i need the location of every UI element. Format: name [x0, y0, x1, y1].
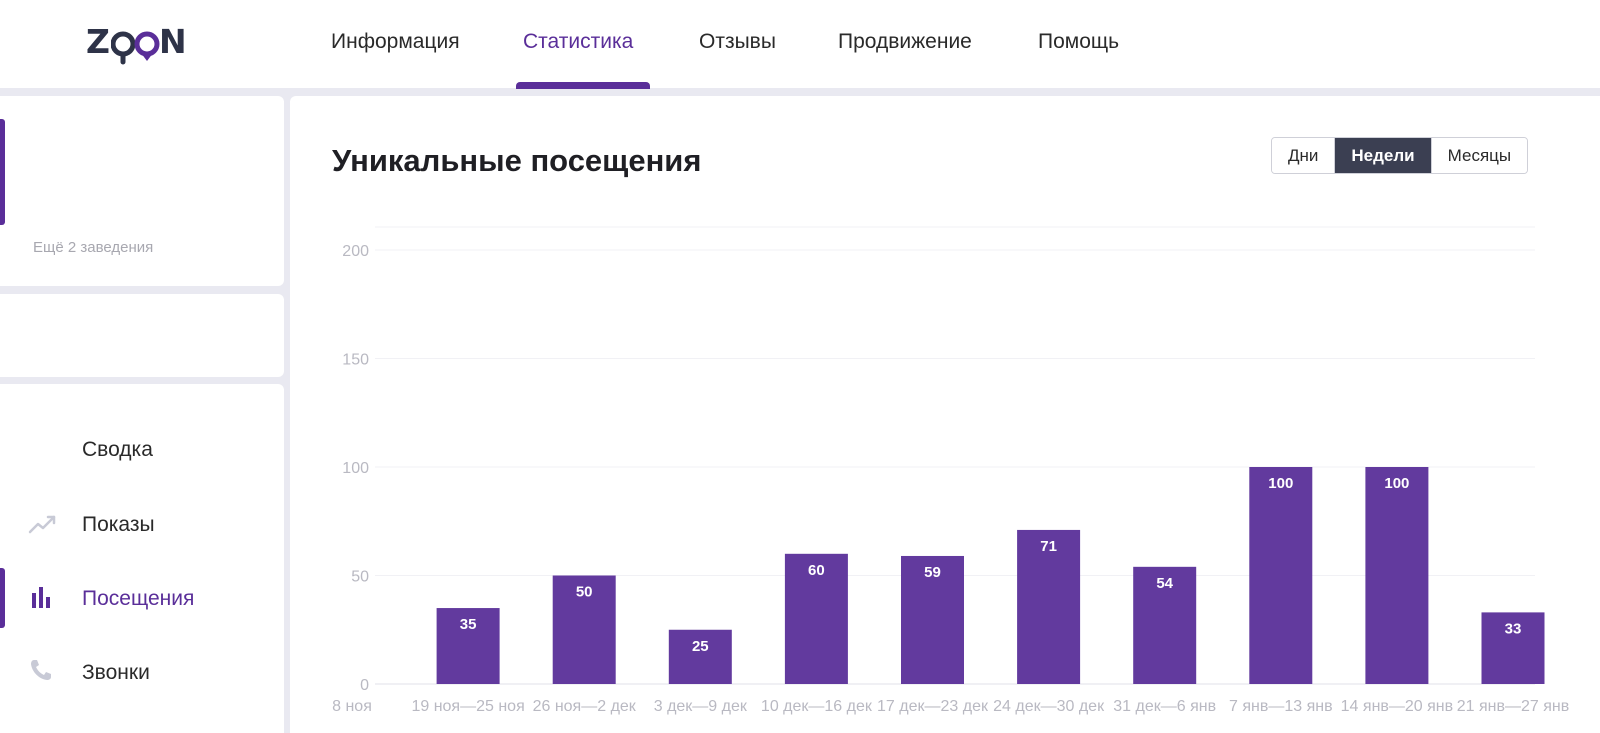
bar-value-label: 100: [1268, 475, 1293, 492]
nav-item-statistics[interactable]: Статистика: [523, 30, 634, 53]
chart-bar[interactable]: [1365, 467, 1429, 684]
chart-bar[interactable]: [1249, 467, 1313, 684]
bar-value-label: 33: [1505, 620, 1522, 637]
sidebar-item-visits[interactable]: Посещения: [82, 587, 195, 610]
chart-bar[interactable]: [1133, 566, 1197, 684]
bar-value-label: 50: [576, 584, 593, 601]
bar-value-label: 59: [924, 564, 941, 581]
x-tick-label: 7 янв—13 янв: [1229, 698, 1333, 715]
selected-place-accent: [0, 119, 5, 225]
period-toggle: Дни Недели Месяцы: [1271, 137, 1529, 174]
chart-bar[interactable]: [901, 555, 964, 684]
chart-bar[interactable]: [436, 608, 500, 684]
place-selector-card[interactable]: [0, 96, 284, 286]
x-tick-label: 19 ноя—25 ноя: [411, 698, 524, 715]
nav-item-reviews[interactable]: Отзывы: [699, 30, 776, 53]
more-places-link[interactable]: Ещё 2 заведения: [33, 239, 154, 256]
chart-bar[interactable]: [668, 629, 732, 684]
x-tick-label: 31 дек—6 янв: [1113, 698, 1216, 715]
nav-item-info[interactable]: Информация: [331, 30, 460, 53]
chart-bar[interactable]: [1481, 612, 1545, 684]
bar-value-label: 71: [1040, 538, 1057, 555]
chart-bar[interactable]: [552, 575, 616, 685]
location-pin-icon: [111, 31, 160, 65]
trend-icon: [28, 515, 56, 534]
x-tick-label: 8 ноя: [332, 698, 372, 715]
x-tick-label: 24 дек—30 дек: [993, 698, 1105, 715]
logo-n: N: [158, 22, 188, 61]
sidebar-card-empty: [0, 294, 284, 377]
nav-item-promotion[interactable]: Продвижение: [838, 30, 972, 53]
bar-value-label: 100: [1384, 475, 1409, 492]
nav-item-help[interactable]: Помощь: [1038, 30, 1120, 53]
y-tick-label: 200: [342, 243, 369, 260]
bar-value-label: 60: [808, 562, 825, 579]
sidebar-item-calls[interactable]: Звонки: [82, 661, 150, 684]
y-tick-label: 0: [360, 677, 369, 694]
chart-bar[interactable]: [784, 553, 848, 684]
x-tick-label: 21 янв—27 янв: [1457, 698, 1569, 715]
bar-value-label: 54: [1156, 575, 1173, 592]
y-tick-label: 50: [351, 569, 369, 586]
x-tick-label: 17 дек—23 дек: [877, 698, 989, 715]
y-tick-label: 150: [342, 352, 369, 369]
period-days-button[interactable]: Дни: [1272, 138, 1335, 173]
period-weeks-button[interactable]: Недели: [1334, 138, 1431, 173]
chart-bar[interactable]: [1017, 529, 1081, 684]
sidebar-item-impressions[interactable]: Показы: [82, 513, 155, 536]
visits-bar-chart: 0 50 100 150 200 8 ноя 35 19 ноя—25 ноя 50 26 ноя…: [332, 226, 1569, 715]
page-title: Уникальные посещения: [332, 143, 702, 178]
active-menu-accent: [0, 568, 5, 628]
x-tick-label: 10 дек—16 дек: [761, 698, 873, 715]
phone-icon: [31, 660, 51, 680]
y-tick-label: 100: [342, 460, 369, 477]
period-months-button[interactable]: Месяцы: [1430, 138, 1528, 173]
bar-value-label: 35: [460, 616, 477, 633]
bar-chart-icon: [32, 587, 50, 608]
x-tick-label: 26 ноя—2 дек: [533, 698, 637, 715]
bar-value-label: 25: [692, 638, 709, 655]
sidebar-item-summary[interactable]: Сводка: [82, 438, 153, 461]
x-tick-label: 14 янв—20 янв: [1341, 698, 1453, 715]
x-tick-label: 3 дек—9 дек: [654, 698, 748, 715]
logo-z: Z: [86, 22, 111, 61]
active-tab-indicator: [516, 82, 650, 89]
